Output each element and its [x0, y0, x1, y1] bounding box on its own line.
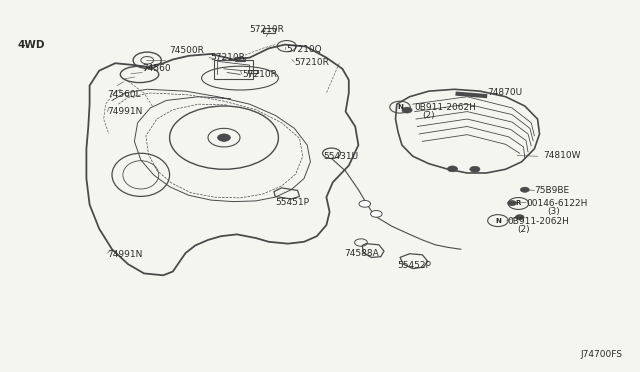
Circle shape [218, 134, 230, 141]
Text: 57210R: 57210R [294, 58, 329, 67]
Text: 74560: 74560 [142, 64, 171, 73]
Text: 57210R: 57210R [210, 53, 244, 62]
Text: 0B911-2062H: 0B911-2062H [414, 103, 476, 112]
Text: 74560L: 74560L [108, 90, 141, 99]
Text: J74700FS: J74700FS [580, 350, 622, 359]
Circle shape [508, 201, 516, 206]
Circle shape [520, 187, 529, 192]
Circle shape [402, 107, 412, 113]
Bar [214, 60, 253, 79]
Circle shape [470, 166, 480, 172]
Bar [248, 70, 258, 73]
Text: 0B911-2062H: 0B911-2062H [507, 217, 569, 226]
Circle shape [359, 201, 371, 207]
Text: 57210R: 57210R [242, 70, 276, 79]
Circle shape [515, 215, 524, 220]
Text: 57210R: 57210R [250, 25, 284, 34]
Text: (3): (3) [547, 207, 560, 216]
Text: N: N [495, 218, 501, 224]
Text: (2): (2) [422, 111, 435, 120]
Text: 74588A: 74588A [344, 249, 379, 258]
Text: 55452P: 55452P [397, 262, 431, 270]
Bar [263, 28, 275, 33]
Text: 57210Q: 57210Q [287, 45, 323, 54]
Text: 55451P: 55451P [275, 198, 309, 207]
Text: 74991N: 74991N [108, 250, 143, 259]
Text: 74500R: 74500R [170, 46, 204, 55]
Circle shape [371, 211, 382, 217]
Text: N: N [397, 104, 403, 110]
Text: 75B9BE: 75B9BE [534, 186, 570, 195]
Text: 55431U: 55431U [323, 152, 358, 161]
Text: 74870U: 74870U [488, 88, 523, 97]
Text: 4WD: 4WD [18, 40, 45, 49]
Circle shape [447, 166, 458, 172]
Text: 74810W: 74810W [543, 151, 580, 160]
Text: 74991N: 74991N [108, 107, 143, 116]
Text: (2): (2) [517, 225, 530, 234]
Bar [235, 57, 245, 61]
Text: 00146-6122H: 00146-6122H [526, 199, 588, 208]
Text: R: R [516, 201, 521, 206]
